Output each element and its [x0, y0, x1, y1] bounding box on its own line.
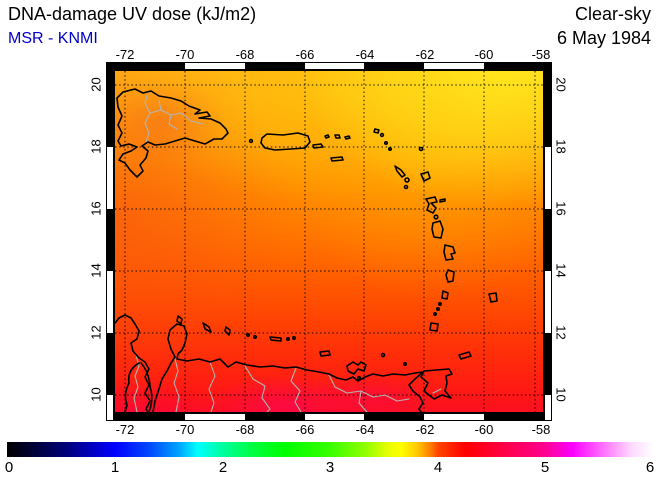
lon-tick-bottom: -68	[235, 422, 255, 437]
lat-tick-right: 10	[553, 387, 569, 402]
colorbar-gradient	[7, 442, 653, 457]
lon-tick-top: -70	[175, 47, 195, 62]
source-label: MSR - KNMI	[8, 30, 98, 47]
country-borders	[133, 92, 442, 412]
coastlines	[115, 88, 498, 412]
lon-tick-bottom: -62	[415, 422, 435, 437]
map-frame	[106, 62, 552, 421]
lat-tick-right: 16	[553, 201, 569, 216]
lon-tick-top: -62	[415, 47, 435, 62]
coastline-puerto-rico	[260, 132, 311, 151]
lat-tick-left: 16	[88, 201, 104, 216]
lon-tick-bottom: -58	[531, 422, 551, 437]
colorbar-tick: 1	[110, 459, 120, 476]
lat-tick-right: 20	[553, 77, 569, 92]
lat-tick-left: 14	[88, 263, 104, 278]
lat-tick-left: 10	[88, 387, 104, 402]
lon-tick-bottom: -64	[355, 422, 375, 437]
map-overlay	[115, 71, 543, 412]
coastline-south-america	[115, 314, 151, 412]
date-label: 6 May 1984	[556, 28, 651, 48]
coastline-hispaniola	[116, 88, 229, 178]
coastline-lake-maracaibo	[124, 362, 153, 412]
page-title: DNA-damage UV dose (kJ/m2)	[8, 4, 257, 24]
lat-tick-right: 12	[553, 325, 569, 340]
lon-tick-bottom: -60	[474, 422, 494, 437]
lat-tick-left: 18	[88, 139, 104, 154]
coastline-trinidad	[420, 368, 453, 400]
frame-bar-right	[544, 63, 551, 420]
coastline-lesser-antilles	[373, 128, 498, 360]
frame-bar-bottom	[107, 413, 551, 420]
lat-tick-right: 14	[553, 263, 569, 278]
graticule	[115, 71, 543, 412]
coastline-margarita	[346, 361, 367, 375]
lon-tick-top: -58	[531, 47, 551, 62]
lon-tick-top: -66	[295, 47, 315, 62]
lon-tick-top: -64	[355, 47, 375, 62]
lon-tick-bottom: -70	[175, 422, 195, 437]
frame-bar-top	[107, 63, 551, 70]
lat-tick-left: 20	[88, 77, 104, 92]
colorbar-tick: 5	[540, 459, 550, 476]
map-plot	[114, 70, 544, 413]
lon-tick-top: -68	[235, 47, 255, 62]
lat-tick-left: 12	[88, 325, 104, 340]
lon-tick-bottom: -72	[115, 422, 135, 437]
lon-tick-top: -72	[115, 47, 135, 62]
lat-tick-right: 18	[553, 139, 569, 154]
lon-tick-top: -60	[474, 47, 494, 62]
colorbar-tick: 6	[645, 459, 655, 476]
frame-bar-left	[107, 63, 114, 420]
colorbar-tick: 2	[218, 459, 228, 476]
colorbar-tick: 0	[4, 459, 14, 476]
colorbar-tick: 3	[325, 459, 335, 476]
condition-label: Clear-sky	[574, 4, 651, 24]
lon-tick-bottom: -66	[295, 422, 315, 437]
colorbar-tick: 4	[433, 459, 443, 476]
